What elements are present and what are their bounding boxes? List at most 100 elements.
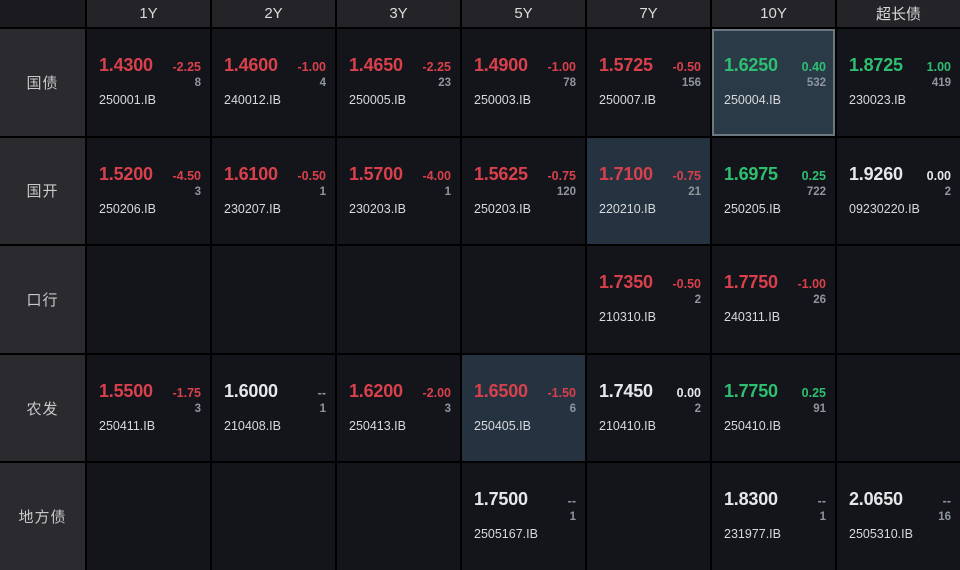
quote-cell-adbc-2y[interactable]: 1.6000 -- 1 210408.IB xyxy=(212,354,335,462)
quote-cell-exim-ultra-long[interactable] xyxy=(837,246,960,353)
trade-count: 2 xyxy=(944,185,951,198)
yield-value: 1.5625 xyxy=(474,163,528,184)
row-label-exim: 口行 xyxy=(0,246,85,353)
quote-line: 1.6500 -1.50 xyxy=(474,381,576,402)
yield-value: 1.7350 xyxy=(599,272,653,293)
change-value: -2.25 xyxy=(172,60,202,74)
quote-line: 1.7450 0.00 xyxy=(599,381,701,402)
quote-cell-exim-5y[interactable] xyxy=(462,246,585,353)
trade-count: 8 xyxy=(194,77,201,89)
quote-cell-adbc-7y[interactable]: 1.7450 0.00 2 210410.IB xyxy=(587,354,710,462)
quote-cell-local-gov-5y[interactable]: 1.7500 -- 1 2505167.IB xyxy=(462,463,585,570)
yield-value: 1.6500 xyxy=(474,380,528,401)
quote-line: 1.7500 -- xyxy=(474,489,576,510)
quote-cell-local-gov-3y[interactable] xyxy=(337,463,460,570)
yield-value: 1.6200 xyxy=(349,380,403,401)
quote-cell-adbc-1y[interactable]: 1.5500 -1.75 3 250411.IB xyxy=(87,354,210,462)
yield-value: 1.4600 xyxy=(224,55,278,75)
trade-count: 120 xyxy=(556,185,576,198)
quote-cell-exim-2y[interactable] xyxy=(212,246,335,353)
quote-cell-adbc-5y[interactable]: 1.6500 -1.50 6 250405.IB xyxy=(462,354,585,462)
quote-cell-treasury-1y[interactable]: 1.4300 -2.25 8 250001.IB xyxy=(87,29,210,136)
quote-line: 1.8300 -- xyxy=(724,489,826,510)
trade-count: 21 xyxy=(688,185,701,198)
quote-cell-local-gov-1y[interactable] xyxy=(87,463,210,570)
trade-count: 23 xyxy=(438,77,451,89)
yield-value: 1.8725 xyxy=(849,55,903,75)
change-value: -0.50 xyxy=(672,60,702,74)
bond-code: 250003.IB xyxy=(474,93,531,107)
quote-cell-cdb-ultra-long[interactable]: 1.9260 0.00 2 09230220.IB xyxy=(837,137,960,245)
yield-value: 1.6975 xyxy=(724,163,778,184)
quote-cell-treasury-10y[interactable]: 1.6250 0.40 532 250004.IB xyxy=(712,29,835,136)
trade-count: 1 xyxy=(319,185,326,198)
change-value: -4.00 xyxy=(422,168,452,183)
bond-code: 09230220.IB xyxy=(849,201,920,216)
quote-cell-cdb-7y[interactable]: 1.7100 -0.75 21 220210.IB xyxy=(587,137,710,245)
quote-cell-treasury-7y[interactable]: 1.5725 -0.50 156 250007.IB xyxy=(587,29,710,136)
quote-line: 1.5700 -4.00 xyxy=(349,164,451,185)
quote-cell-cdb-5y[interactable]: 1.5625 -0.75 120 250203.IB xyxy=(462,137,585,245)
bond-code: 2505167.IB xyxy=(474,527,538,542)
quote-cell-adbc-ultra-long[interactable] xyxy=(837,354,960,462)
bond-code: 231977.IB xyxy=(724,527,781,542)
trade-count: 156 xyxy=(681,77,701,89)
bond-code: 210410.IB xyxy=(599,418,656,433)
bond-code: 210408.IB xyxy=(224,418,281,433)
quote-cell-exim-7y[interactable]: 1.7350 -0.50 2 210310.IB xyxy=(587,246,710,353)
change-value: 0.25 xyxy=(801,168,826,183)
yield-value: 1.7100 xyxy=(599,163,653,184)
quote-cell-local-gov-2y[interactable] xyxy=(212,463,335,570)
yield-value: 1.5500 xyxy=(99,380,153,401)
change-value: -1.00 xyxy=(547,60,577,74)
trade-count: 3 xyxy=(194,185,201,198)
quote-line: 1.5725 -0.50 xyxy=(599,55,701,76)
quote-line: 1.6975 0.25 xyxy=(724,164,826,185)
quote-line: 1.4300 -2.25 xyxy=(99,55,201,76)
yield-value: 1.7750 xyxy=(724,272,778,293)
quote-cell-exim-10y[interactable]: 1.7750 -1.00 26 240311.IB xyxy=(712,246,835,353)
yield-value: 1.8300 xyxy=(724,489,778,510)
bond-code: 230203.IB xyxy=(349,201,406,216)
quote-cell-local-gov-7y[interactable] xyxy=(587,463,710,570)
change-value: -0.50 xyxy=(297,168,327,183)
change-value: -0.75 xyxy=(672,168,702,183)
bond-code: 250413.IB xyxy=(349,418,406,433)
quote-cell-local-gov-ultra-long[interactable]: 2.0650 -- 16 2505310.IB xyxy=(837,463,960,570)
column-header-ultra-long: 超长债 xyxy=(837,0,960,27)
quote-cell-treasury-5y[interactable]: 1.4900 -1.00 78 250003.IB xyxy=(462,29,585,136)
quote-cell-treasury-2y[interactable]: 1.4600 -1.00 4 240012.IB xyxy=(212,29,335,136)
quote-cell-cdb-2y[interactable]: 1.6100 -0.50 1 230207.IB xyxy=(212,137,335,245)
bond-code: 2505310.IB xyxy=(849,527,913,542)
bond-code: 250410.IB xyxy=(724,418,781,433)
quote-line: 1.5200 -4.50 xyxy=(99,164,201,185)
change-value: -2.25 xyxy=(422,60,452,74)
change-value: 1.00 xyxy=(926,60,951,74)
change-value: -2.00 xyxy=(422,385,452,400)
change-value: -0.75 xyxy=(547,168,577,183)
trade-count: 532 xyxy=(806,77,826,89)
change-value: 0.00 xyxy=(676,385,701,400)
bond-code: 240012.IB xyxy=(224,93,281,107)
change-value: -- xyxy=(817,494,826,509)
quote-cell-cdb-3y[interactable]: 1.5700 -4.00 1 230203.IB xyxy=(337,137,460,245)
quote-cell-local-gov-10y[interactable]: 1.8300 -- 1 231977.IB xyxy=(712,463,835,570)
bond-code: 250411.IB xyxy=(99,418,156,433)
yield-value: 1.4900 xyxy=(474,55,528,75)
quote-cell-exim-1y[interactable] xyxy=(87,246,210,353)
quote-cell-exim-3y[interactable] xyxy=(337,246,460,353)
change-value: -1.75 xyxy=(172,385,202,400)
change-value: -1.50 xyxy=(547,385,577,400)
quote-cell-cdb-1y[interactable]: 1.5200 -4.50 3 250206.IB xyxy=(87,137,210,245)
quote-cell-treasury-ultra-long[interactable]: 1.8725 1.00 419 230023.IB xyxy=(837,29,960,136)
trade-count: 722 xyxy=(806,185,826,198)
quote-cell-cdb-10y[interactable]: 1.6975 0.25 722 250205.IB xyxy=(712,137,835,245)
quote-cell-adbc-10y[interactable]: 1.7750 0.25 91 250410.IB xyxy=(712,354,835,462)
bond-code: 250206.IB xyxy=(99,201,156,216)
bond-code: 250007.IB xyxy=(599,93,656,107)
column-header-7y: 7Y xyxy=(587,0,710,27)
quote-cell-treasury-3y[interactable]: 1.4650 -2.25 23 250005.IB xyxy=(337,29,460,136)
quote-cell-adbc-3y[interactable]: 1.6200 -2.00 3 250413.IB xyxy=(337,354,460,462)
quote-line: 2.0650 -- xyxy=(849,489,951,510)
